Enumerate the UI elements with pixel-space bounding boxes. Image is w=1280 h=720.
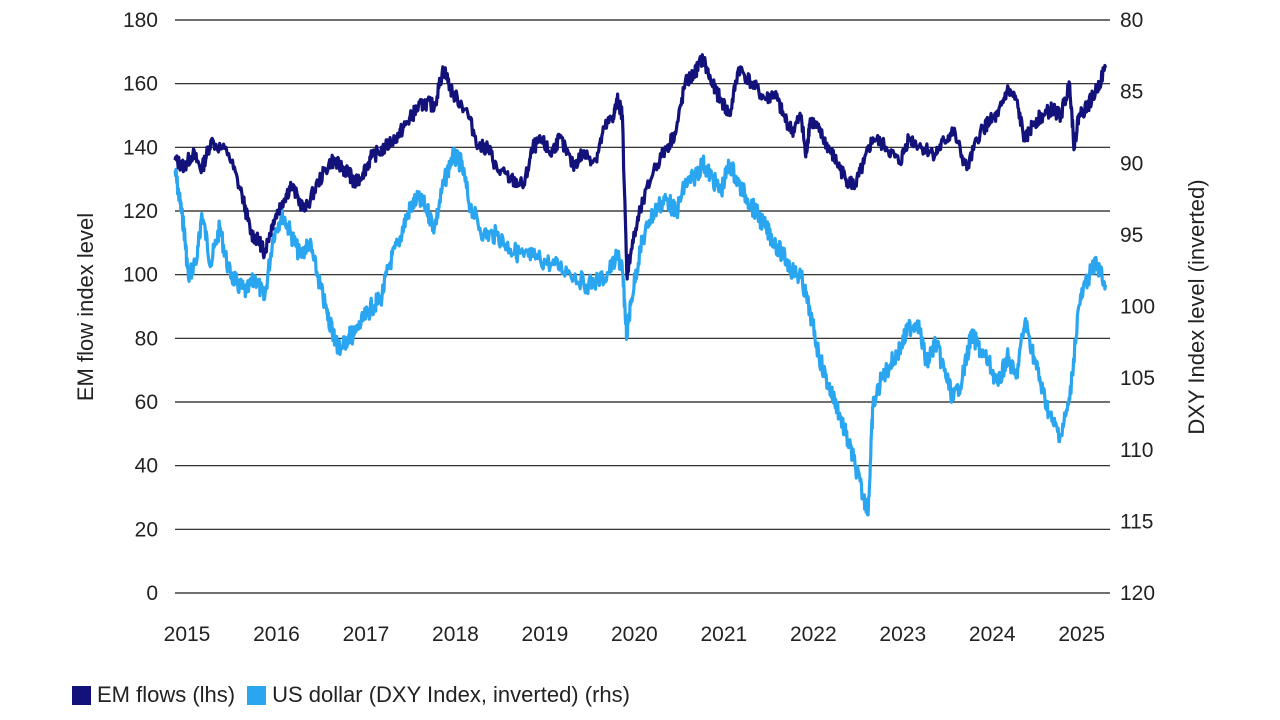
legend-item-us-dollar: US dollar (DXY Index, inverted) (rhs) [247,682,630,708]
gridlines [175,19,1110,594]
legend-item-em-flows: EM flows (lhs) [72,682,235,708]
right-axis-ticks: 80 85 90 95 100 105 110 115 120 [1120,9,1155,605]
right-axis-title: DXY Index level (inverted) [1184,179,1209,434]
legend: EM flows (lhs) US dollar (DXY Index, inv… [72,682,642,708]
left-tick-label: 80 [135,327,158,350]
left-tick-label: 120 [123,200,158,223]
left-tick-label: 60 [135,391,158,414]
right-tick-label: 85 [1120,81,1143,104]
x-tick-label: 2024 [969,623,1016,646]
x-tick-label: 2020 [611,623,658,646]
series-lines [173,53,1108,517]
x-tick-label: 2022 [790,623,837,646]
left-tick-label: 100 [123,264,158,287]
legend-label-us-dollar: US dollar (DXY Index, inverted) (rhs) [272,682,630,707]
right-tick-label: 90 [1120,152,1143,175]
series-line-em-flows [173,53,1108,281]
left-tick-label: 20 [135,518,158,541]
left-axis-ticks: 0 20 40 60 80 100 120 140 160 180 [123,9,158,605]
legend-label-em-flows: EM flows (lhs) [97,682,236,707]
left-axis-title: EM flow index level [73,213,98,401]
legend-swatch-em-flows [72,685,91,705]
left-tick-label: 180 [123,9,158,32]
x-tick-label: 2015 [164,623,211,646]
left-tick-label: 140 [123,136,158,159]
right-tick-label: 105 [1120,367,1155,390]
right-tick-label: 80 [1120,9,1143,32]
x-tick-label: 2017 [343,623,390,646]
x-tick-label: 2021 [700,623,747,646]
x-axis-ticks: 2015 2016 2017 2018 2019 2020 2021 2022 2023 2024… [164,623,1105,646]
left-tick-label: 0 [146,582,158,605]
x-tick-label: 2019 [522,623,569,646]
right-tick-label: 115 [1120,510,1153,533]
legend-swatch-us-dollar [247,685,267,705]
right-tick-label: 100 [1120,296,1155,319]
right-tick-label: 110 [1120,439,1153,462]
x-tick-label: 2016 [253,623,300,646]
right-tick-label: 95 [1120,224,1143,247]
left-tick-label: 160 [123,73,158,96]
x-tick-label: 2023 [879,623,926,646]
x-tick-label: 2025 [1058,623,1105,646]
x-tick-label: 2018 [432,623,479,646]
right-tick-label: 120 [1120,582,1155,605]
series-line-us-dollar [173,146,1108,517]
left-tick-label: 40 [135,455,158,478]
